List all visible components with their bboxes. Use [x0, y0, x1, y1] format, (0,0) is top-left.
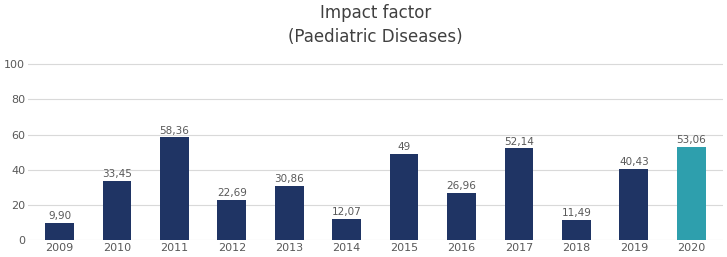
- Text: 53,06: 53,06: [676, 135, 706, 145]
- Bar: [505, 148, 534, 240]
- Text: 12,07: 12,07: [332, 207, 361, 217]
- Text: 58,36: 58,36: [159, 126, 189, 136]
- Text: 33,45: 33,45: [102, 169, 132, 179]
- Bar: [447, 193, 476, 240]
- Bar: [275, 186, 304, 240]
- Text: 52,14: 52,14: [504, 136, 534, 146]
- Text: 22,69: 22,69: [217, 188, 246, 198]
- Text: 9,90: 9,90: [48, 211, 71, 221]
- Bar: [103, 181, 132, 240]
- Text: 26,96: 26,96: [446, 181, 476, 191]
- Text: 40,43: 40,43: [619, 157, 648, 167]
- Bar: [332, 219, 361, 240]
- Bar: [390, 154, 419, 240]
- Text: 30,86: 30,86: [274, 174, 304, 184]
- Bar: [45, 223, 74, 240]
- Text: 11,49: 11,49: [561, 208, 591, 218]
- Bar: [677, 147, 706, 240]
- Title: Impact factor
(Paediatric Diseases): Impact factor (Paediatric Diseases): [288, 4, 462, 46]
- Bar: [160, 137, 189, 240]
- Text: 49: 49: [398, 142, 411, 152]
- Bar: [562, 220, 591, 240]
- Bar: [619, 169, 648, 240]
- Bar: [217, 200, 246, 240]
